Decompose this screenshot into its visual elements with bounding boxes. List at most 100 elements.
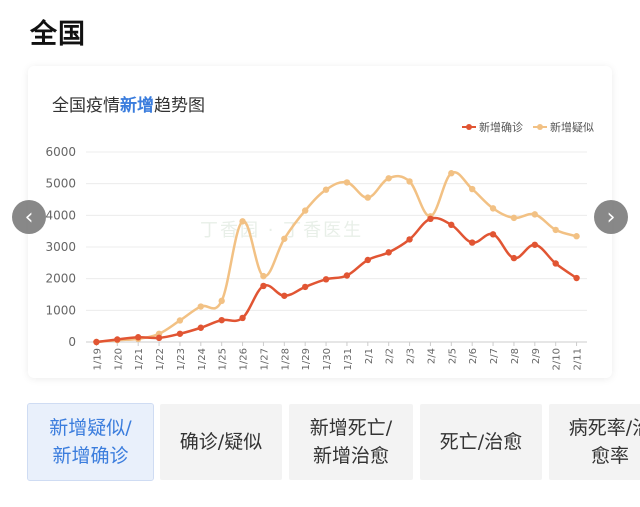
data-point-confirmed <box>114 336 121 343</box>
legend-swatch-suspected <box>533 123 547 131</box>
tab-label-line2: 新增治愈 <box>312 445 389 467</box>
data-point-confirmed <box>176 330 184 337</box>
data-point-confirmed <box>552 260 559 267</box>
tab-label-line2: 愈率 <box>590 445 629 467</box>
data-point-suspected <box>552 226 559 234</box>
series-line-suspected <box>96 171 577 344</box>
data-point-confirmed <box>322 276 330 283</box>
x-tick-label: 2/1 <box>364 348 375 364</box>
data-point-suspected <box>260 272 267 280</box>
y-tick-label: 5000 <box>45 177 76 191</box>
x-tick-label: 2/6 <box>468 348 479 364</box>
data-point-confirmed <box>343 272 351 279</box>
y-tick-label: 6000 <box>45 145 76 159</box>
chart-title-prefix: 全国疫情 <box>52 96 120 116</box>
data-point-suspected <box>385 175 392 182</box>
x-tick-label: 1/29 <box>301 348 312 370</box>
chart-legend: 新增确诊 新增疑似 <box>462 119 594 135</box>
data-point-confirmed <box>281 292 288 299</box>
x-tick-label: 1/26 <box>239 348 250 370</box>
x-tick-label: 1/25 <box>218 348 229 370</box>
data-point-confirmed <box>406 236 413 243</box>
data-point-confirmed <box>197 324 205 331</box>
x-tick-label: 1/28 <box>280 348 291 370</box>
x-tick-label: 1/24 <box>197 348 208 370</box>
prev-chart-button[interactable]: ‹ <box>12 200 46 234</box>
data-point-confirmed <box>427 215 434 223</box>
tab-label-line1: 病死率/治 <box>568 417 640 439</box>
data-point-confirmed <box>301 283 309 291</box>
chart-card: 全国疫情新增趋势图 新增确诊 新增疑似 丁香园 · 丁香医生 0 1000 2000… <box>28 66 612 378</box>
x-tick-label: 1/19 <box>92 348 103 370</box>
x-tick-label: 1/31 <box>343 348 354 370</box>
data-point-confirmed <box>155 334 163 342</box>
data-point-confirmed <box>448 221 455 229</box>
x-tick-label: 2/4 <box>426 348 437 364</box>
line-chart: 0 1000 2000 3000 4000 5000 6000 1/19 1/20 1/21 1/2… <box>45 145 587 370</box>
y-tick-label: 4000 <box>45 208 76 222</box>
x-tick-label: 1/22 <box>155 348 166 370</box>
x-tick-label: 2/11 <box>573 348 584 370</box>
x-tick-label: 2/5 <box>447 348 458 364</box>
data-point-suspected <box>573 233 580 240</box>
x-tick-label: 1/30 <box>322 348 333 370</box>
data-point-confirmed <box>573 274 580 282</box>
data-point-confirmed <box>468 239 476 246</box>
data-point-suspected <box>218 297 225 305</box>
data-point-suspected <box>406 178 413 185</box>
x-tick-label: 2/8 <box>510 348 521 364</box>
data-point-confirmed <box>239 314 246 322</box>
data-point-confirmed <box>531 241 539 248</box>
chart-title-suffix: 趋势图 <box>154 96 205 116</box>
legend-item-suspected[interactable]: 新增疑似 <box>533 119 594 135</box>
data-point-confirmed <box>218 316 225 324</box>
data-point-confirmed <box>364 256 372 264</box>
x-tick-label: 2/7 <box>489 348 500 364</box>
data-point-suspected <box>364 194 372 201</box>
data-point-suspected <box>468 185 476 193</box>
legend-swatch-confirmed <box>462 123 476 131</box>
tab-death-cured[interactable]: 死亡/治愈 <box>420 404 542 480</box>
data-point-confirmed <box>385 249 392 256</box>
data-point-suspected <box>322 186 330 193</box>
chart-title-highlight: 新增 <box>120 96 154 116</box>
tab-new-death-cured[interactable]: 新增死亡/新增治愈 <box>289 404 413 480</box>
data-point-suspected <box>197 303 205 310</box>
tab-label-line1: 死亡/治愈 <box>439 431 523 453</box>
tab-label-line1: 确诊/疑似 <box>179 431 263 453</box>
data-point-confirmed <box>489 231 497 238</box>
x-tick-label: 1/20 <box>113 348 124 370</box>
x-tick-label: 2/10 <box>552 348 563 370</box>
legend-item-confirmed[interactable]: 新增确诊 <box>462 119 523 135</box>
y-tick-label: 1000 <box>45 303 76 317</box>
tab-new-suspected-confirmed[interactable]: 新增疑似/新增确诊 <box>27 403 154 481</box>
chart-tabs: 新增疑似/新增确诊 确诊/疑似 新增死亡/新增治愈 死亡/治愈 病死率/治愈率 <box>27 403 640 481</box>
data-point-confirmed <box>260 282 267 290</box>
tab-confirmed-suspected[interactable]: 确诊/疑似 <box>160 404 282 480</box>
tab-label-line2: 新增确诊 <box>52 445 129 467</box>
x-tick-label: 1/21 <box>134 348 145 370</box>
data-point-suspected <box>281 235 288 242</box>
legend-label-suspected: 新增疑似 <box>550 121 594 134</box>
x-tick-label: 2/9 <box>531 348 542 364</box>
data-point-suspected <box>531 211 539 218</box>
x-tick-label: 1/23 <box>176 348 187 370</box>
tab-fatality-cure-rate[interactable]: 病死率/治愈率 <box>549 404 640 480</box>
page-title: 全国 <box>30 19 86 50</box>
next-chart-button[interactable]: › <box>594 200 628 234</box>
tab-label-line1: 新增疑似/ <box>49 417 132 439</box>
y-tick-label: 2000 <box>45 272 76 286</box>
series-line-confirmed <box>96 216 578 344</box>
x-tick-label: 2/3 <box>406 348 417 364</box>
x-tick-label: 1/27 <box>259 348 270 370</box>
data-point-suspected <box>448 170 455 177</box>
data-point-suspected <box>301 207 309 214</box>
chevron-left-icon: ‹ <box>24 204 34 230</box>
data-point-confirmed <box>93 338 100 346</box>
data-point-confirmed <box>134 334 142 341</box>
data-point-suspected <box>489 205 497 212</box>
chevron-right-icon: › <box>606 204 616 230</box>
legend-label-confirmed: 新增确诊 <box>479 121 523 134</box>
y-tick-label: 3000 <box>45 240 76 254</box>
